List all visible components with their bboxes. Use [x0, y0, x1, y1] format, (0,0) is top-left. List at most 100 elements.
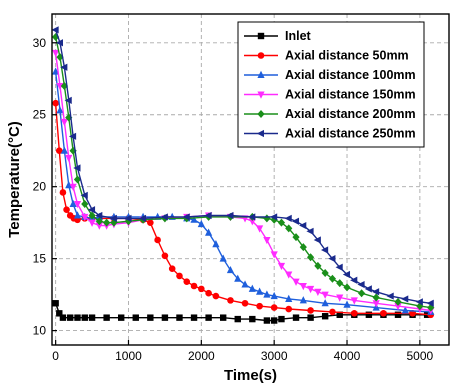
- x-tick-label: 3000: [261, 349, 288, 363]
- data-point: [67, 314, 74, 321]
- legend-marker: [257, 110, 265, 118]
- y-tick-label: 30: [33, 36, 47, 50]
- data-point: [80, 191, 88, 199]
- data-point: [278, 315, 285, 323]
- legend-item: Axial distance 150mm: [244, 88, 416, 102]
- series-layer: [51, 26, 435, 324]
- data-point: [64, 96, 72, 104]
- data-point: [161, 314, 169, 321]
- data-point: [160, 213, 168, 221]
- data-point: [365, 311, 373, 318]
- data-point: [52, 49, 60, 58]
- data-point: [204, 211, 212, 220]
- data-point: [314, 288, 322, 296]
- y-tick-label: 20: [33, 180, 47, 194]
- data-point: [63, 206, 70, 214]
- data-point: [52, 67, 60, 75]
- series-5: [51, 26, 434, 307]
- data-point: [263, 290, 271, 298]
- data-point: [183, 278, 191, 285]
- data-point: [132, 314, 139, 321]
- legend-marker: [257, 70, 265, 78]
- data-point: [306, 285, 315, 294]
- x-tick-label: 0: [52, 349, 59, 363]
- data-point: [226, 211, 234, 220]
- data-point: [103, 314, 110, 321]
- data-point: [350, 276, 358, 284]
- data-point: [69, 183, 77, 191]
- data-point: [60, 63, 68, 71]
- y-axis-title: Temperature(°C): [6, 121, 23, 238]
- legend-item: Axial distance 200mm: [244, 107, 416, 121]
- data-point: [372, 293, 380, 302]
- data-point: [306, 253, 315, 262]
- data-point: [285, 271, 293, 279]
- data-point: [248, 284, 256, 292]
- data-point: [357, 289, 366, 298]
- data-point: [176, 314, 183, 321]
- data-point: [256, 302, 263, 310]
- data-point: [401, 306, 409, 314]
- y-tick-label: 15: [33, 252, 47, 266]
- data-point: [205, 289, 212, 297]
- data-point: [335, 263, 343, 271]
- data-point: [87, 206, 96, 214]
- data-point: [56, 310, 63, 317]
- data-point: [256, 287, 264, 295]
- data-point: [81, 199, 89, 208]
- data-point: [227, 297, 234, 304]
- data-point: [350, 297, 358, 305]
- data-point: [55, 147, 63, 155]
- data-point: [321, 299, 329, 307]
- data-point: [147, 219, 154, 226]
- data-point: [205, 228, 213, 236]
- data-point: [60, 146, 68, 154]
- data-point: [69, 199, 77, 207]
- data-point: [73, 200, 82, 209]
- data-point: [351, 310, 358, 317]
- data-point: [197, 219, 205, 228]
- data-point: [270, 251, 278, 259]
- data-point: [73, 211, 82, 219]
- data-point: [314, 261, 322, 270]
- data-point: [270, 291, 278, 300]
- data-point: [270, 304, 278, 311]
- x-tick-label: 1000: [115, 349, 142, 363]
- data-point: [299, 221, 307, 230]
- data-point: [59, 189, 67, 196]
- legend-items: Inlet Axial distance 50mm Axial distance 1…: [244, 29, 416, 141]
- y-tick-label: 10: [33, 324, 47, 338]
- legend-item: Axial distance 50mm: [244, 49, 409, 63]
- data-point: [190, 282, 198, 290]
- data-point: [51, 26, 59, 34]
- data-point: [292, 233, 300, 242]
- data-point: [263, 317, 271, 324]
- data-point: [277, 262, 286, 271]
- data-point: [88, 219, 96, 227]
- data-point: [219, 314, 227, 321]
- data-point: [55, 39, 64, 47]
- data-point: [241, 280, 249, 288]
- data-point: [60, 118, 68, 127]
- plot-frame: [51, 13, 450, 346]
- data-point: [103, 218, 111, 227]
- x-tick-label: 2000: [188, 349, 215, 363]
- data-point: [176, 272, 183, 280]
- data-point: [241, 299, 249, 307]
- data-point: [364, 285, 372, 293]
- data-point: [415, 298, 423, 306]
- data-point: [426, 299, 434, 307]
- data-point: [357, 280, 365, 289]
- data-point: [205, 314, 212, 321]
- legend: Inlet Axial distance 50mm Axial distance 1…: [237, 21, 425, 148]
- data-point: [263, 236, 271, 245]
- axis-layer: 0 1000 2000 3000 4000 5000 10 15 20 25 30: [33, 36, 434, 363]
- data-point: [299, 296, 307, 304]
- data-point: [394, 297, 402, 306]
- data-point: [343, 283, 351, 292]
- data-point: [307, 314, 314, 321]
- data-point: [328, 274, 337, 283]
- legend-marker: [257, 32, 265, 40]
- data-point: [328, 255, 336, 263]
